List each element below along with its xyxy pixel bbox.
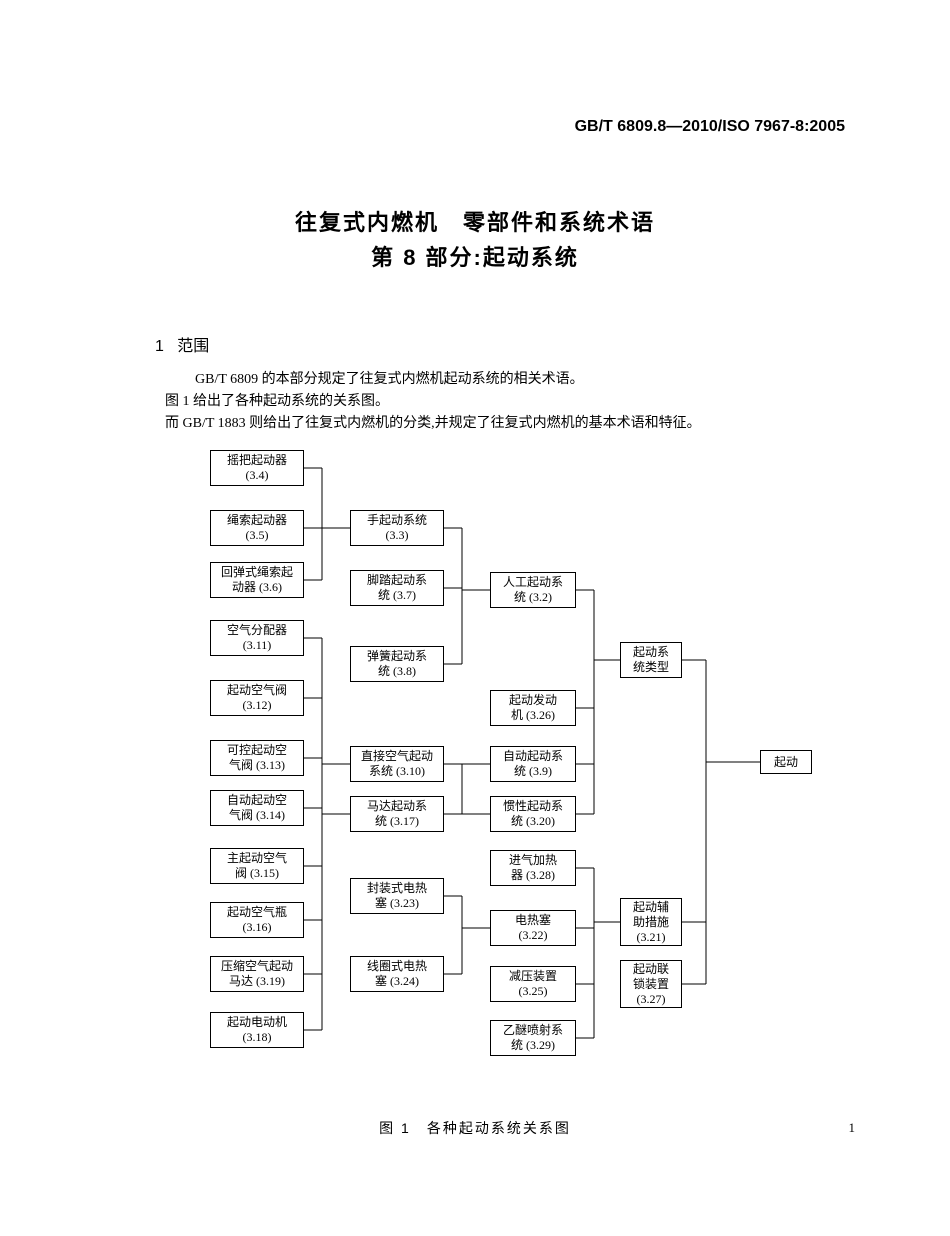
node-n3_25: 减压装置(3.25) [490, 966, 576, 1002]
diagram: 摇把起动器(3.4) 绳索起动器(3.5) 回弹式绳索起动器 (3.6) 空气分配器(… [0, 450, 950, 1130]
node-n3_5: 绳索起动器(3.5) [210, 510, 304, 546]
node-n3_19: 压缩空气起动马达 (3.19) [210, 956, 304, 992]
figure-caption: 图 1 各种起动系统关系图 [0, 1118, 950, 1138]
node-n3_10: 直接空气起动系统 (3.10) [350, 746, 444, 782]
node-n3_7: 脚踏起动系统 (3.7) [350, 570, 444, 606]
diagram-edges [0, 450, 950, 1130]
para-1: GB/T 6809 的本部分规定了往复式内燃机起动系统的相关术语。 [195, 368, 895, 392]
node-n3_12: 起动空气阀(3.12) [210, 680, 304, 716]
scope-heading: 1 范围 [155, 332, 209, 356]
page: GB/T 6809.8—2010/ISO 7967-8:2005 往复式内燃机 … [0, 0, 950, 1236]
node-n3_4: 摇把起动器(3.4) [210, 450, 304, 486]
node-n3_29: 乙醚喷射系统 (3.29) [490, 1020, 576, 1056]
title-line-2: 第 8 部分:起动系统 [0, 240, 950, 275]
node-n3_21: 起动辅助措施(3.21) [620, 898, 682, 946]
para-3: 而 GB/T 1883 则给出了往复式内燃机的分类,并规定了往复式内燃机的基本术… [165, 412, 865, 436]
page-number: 1 [849, 1120, 856, 1136]
node-n3_26: 起动发动机 (3.26) [490, 690, 576, 726]
node-n3_28: 进气加热器 (3.28) [490, 850, 576, 886]
node-n3_20: 惯性起动系统 (3.20) [490, 796, 576, 832]
title-block: 往复式内燃机 零部件和系统术语 第 8 部分:起动系统 [0, 205, 950, 275]
node-n3_17: 马达起动系统 (3.17) [350, 796, 444, 832]
node-n3_23: 封装式电热塞 (3.23) [350, 878, 444, 914]
node-n3_24: 线圈式电热塞 (3.24) [350, 956, 444, 992]
node-nTypes: 起动系统类型 [620, 642, 682, 678]
node-n3_8: 弹簧起动系统 (3.8) [350, 646, 444, 682]
node-n3_13: 可控起动空气阀 (3.13) [210, 740, 304, 776]
scope-num: 1 [155, 338, 164, 355]
para-2: 图 1 给出了各种起动系统的关系图。 [165, 390, 865, 414]
node-n3_11: 空气分配器(3.11) [210, 620, 304, 656]
title-line-1: 往复式内燃机 零部件和系统术语 [0, 205, 950, 240]
node-n3_16: 起动空气瓶(3.16) [210, 902, 304, 938]
node-n3_22: 电热塞(3.22) [490, 910, 576, 946]
node-n3_14: 自动起动空气阀 (3.14) [210, 790, 304, 826]
node-nStart: 起动 [760, 750, 812, 774]
node-n3_27: 起动联锁装置(3.27) [620, 960, 682, 1008]
node-n3_18: 起动电动机(3.18) [210, 1012, 304, 1048]
standard-id: GB/T 6809.8—2010/ISO 7967-8:2005 [575, 118, 845, 136]
node-n3_15: 主起动空气阀 (3.15) [210, 848, 304, 884]
node-n3_6: 回弹式绳索起动器 (3.6) [210, 562, 304, 598]
node-n3_2: 人工起动系统 (3.2) [490, 572, 576, 608]
node-n3_3: 手起动系统(3.3) [350, 510, 444, 546]
node-n3_9: 自动起动系统 (3.9) [490, 746, 576, 782]
scope-text: 范围 [177, 338, 209, 355]
